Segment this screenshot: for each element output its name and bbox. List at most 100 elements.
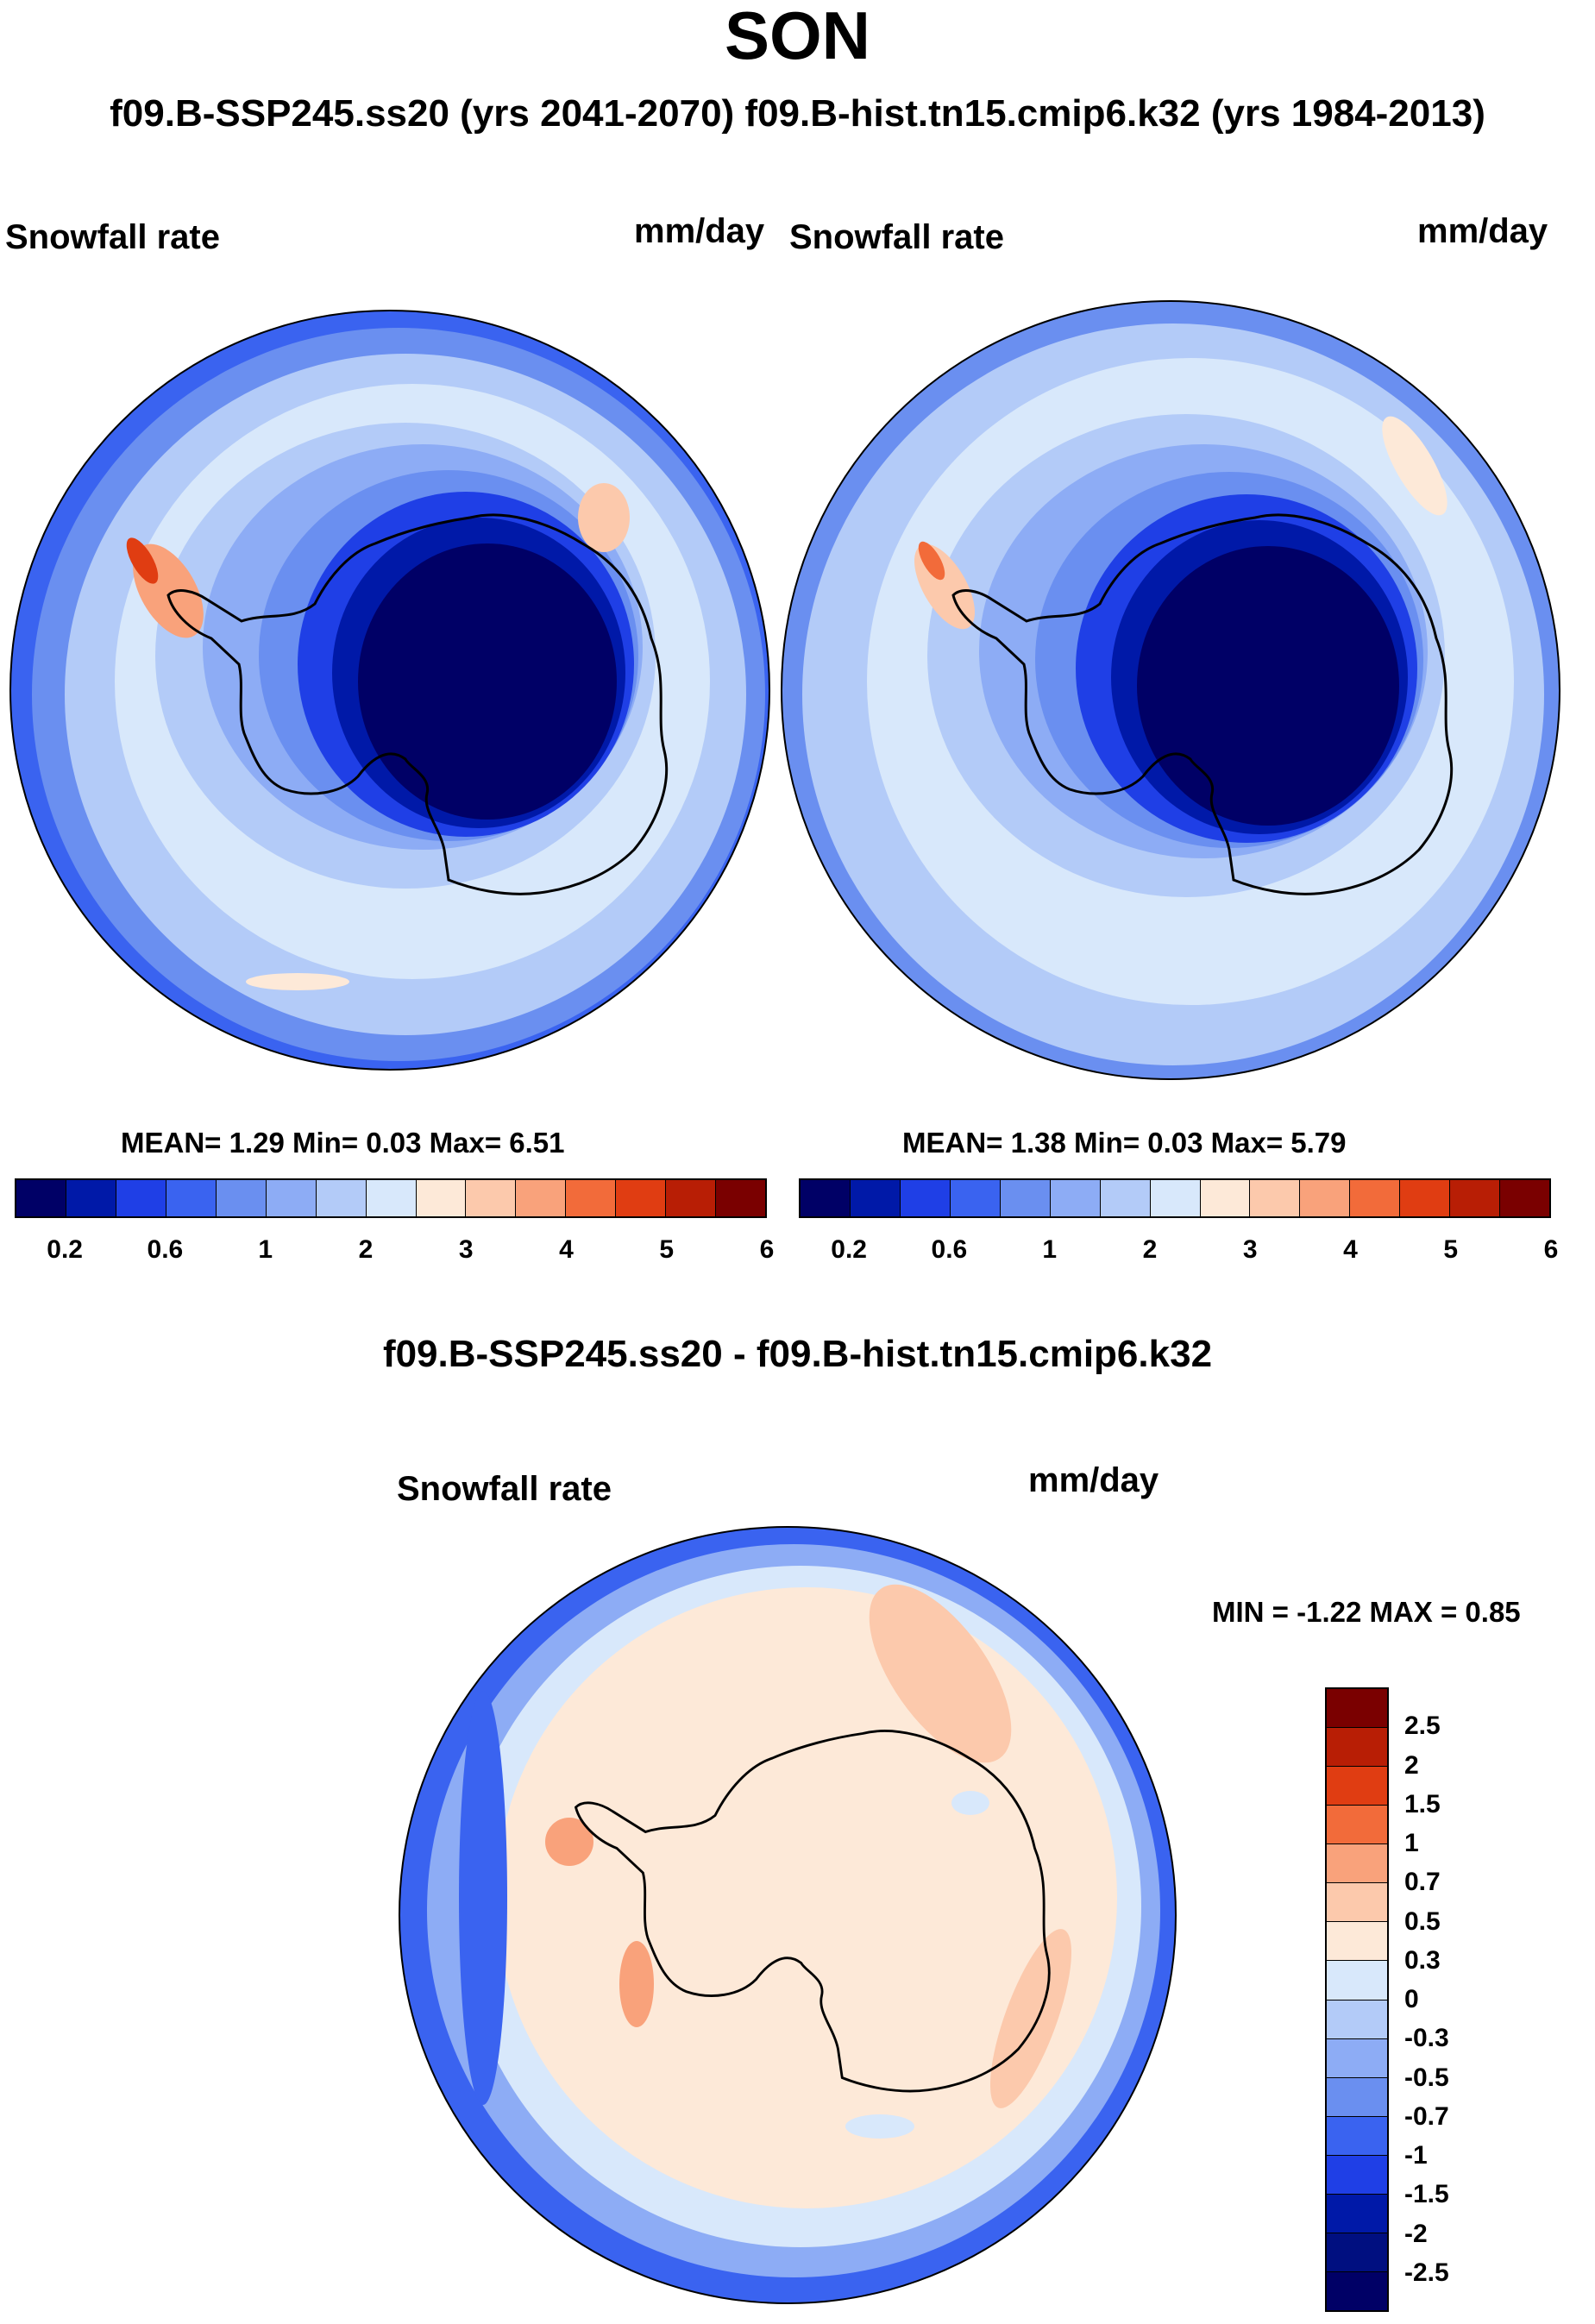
- difference-colorbar-tick-label: -1.5: [1404, 2180, 1449, 2209]
- left-colorbar-tick-label: 6: [759, 1235, 775, 1264]
- left-colorbar-tick-label: 2: [358, 1235, 374, 1264]
- right-colorbar-box: [1250, 1180, 1301, 1216]
- difference-colorbar-tick-label: 0: [1404, 1985, 1419, 2013]
- difference-colorbar-box: [1327, 1883, 1387, 1923]
- left-units-label: mm/day: [634, 212, 765, 250]
- difference-colorbar-box: [1327, 2271, 1387, 2310]
- left-colorbar-box: [416, 1180, 467, 1216]
- right-colorbar: [799, 1178, 1551, 1218]
- right-colorbar-box: [1350, 1180, 1401, 1216]
- left-colorbar-box: [666, 1180, 717, 1216]
- difference-colorbar: [1325, 1687, 1389, 2312]
- difference-polar-map: [399, 1527, 1176, 2303]
- right-colorbar-tick-label: 2: [1142, 1235, 1158, 1264]
- right-units-label: mm/day: [1417, 212, 1548, 250]
- main-title: SON: [724, 0, 871, 73]
- difference-colorbar-box: [1327, 1961, 1387, 2001]
- difference-colorbar-tick-label: 2: [1404, 1750, 1419, 1780]
- left-colorbar-box: [16, 1180, 66, 1216]
- left-colorbar-box: [316, 1180, 367, 1216]
- difference-colorbar-box: [1327, 2116, 1387, 2156]
- right-colorbar-box: [1050, 1180, 1101, 1216]
- difference-colorbar-tick-label: 2.5: [1404, 1712, 1441, 1741]
- right-colorbar-box: [1150, 1180, 1201, 1216]
- right-colorbar-tick-label: 5: [1443, 1235, 1459, 1264]
- left-colorbar-box: [66, 1180, 116, 1216]
- right-colorbar-box: [1000, 1180, 1051, 1216]
- left-colorbar-box: [516, 1180, 567, 1216]
- difference-colorbar-box: [1327, 2155, 1387, 2195]
- right-colorbar-box: [1400, 1180, 1451, 1216]
- difference-colorbar-tick-label: -2: [1404, 2219, 1428, 2248]
- right-polar-map: [782, 301, 1560, 1079]
- difference-colorbar-tick-label: 0.3: [1404, 1945, 1441, 1975]
- left-stats: MEAN= 1.29 Min= 0.03 Max= 6.51: [121, 1127, 565, 1159]
- difference-colorbar-tick-label: 1.5: [1404, 1789, 1441, 1818]
- difference-colorbar-tick-label: -2.5: [1404, 2258, 1449, 2287]
- left-colorbar-box: [216, 1180, 267, 1216]
- left-colorbar-box: [466, 1180, 517, 1216]
- left-colorbar-box: [266, 1180, 317, 1216]
- difference-colorbar-box: [1327, 1689, 1387, 1729]
- left-colorbar-tick-label: 4: [559, 1235, 574, 1264]
- left-colorbar-box: [166, 1180, 217, 1216]
- left-colorbar-tick-label: 0.2: [47, 1235, 83, 1264]
- right-colorbar-box: [1300, 1180, 1351, 1216]
- difference-title: f09.B-SSP245.ss20 - f09.B-hist.tn15.cmip…: [382, 1333, 1213, 1375]
- difference-colorbar-box: [1327, 1728, 1387, 1768]
- right-colorbar-box: [801, 1180, 851, 1216]
- left-colorbar-tick-label: 1: [258, 1235, 273, 1264]
- left-colorbar-box: [716, 1180, 766, 1216]
- right-colorbar-box: [1500, 1180, 1550, 1216]
- difference-variable-label: Snowfall rate: [397, 1470, 612, 1508]
- right-variable-label: Snowfall rate: [789, 218, 1004, 256]
- difference-colorbar-box: [1327, 1767, 1387, 1806]
- left-variable-label: Snowfall rate: [5, 218, 220, 256]
- right-colorbar-tick-label: 1: [1042, 1235, 1057, 1264]
- left-colorbar-tick-label: 5: [659, 1235, 675, 1264]
- right-colorbar-tick-label: 4: [1343, 1235, 1358, 1264]
- difference-colorbar-tick-label: -0.5: [1404, 2063, 1449, 2092]
- difference-colorbar-box: [1327, 2194, 1387, 2233]
- difference-stats: MIN = -1.22 MAX = 0.85: [1212, 1596, 1521, 1628]
- right-colorbar-tick-label: 0.6: [931, 1235, 968, 1264]
- difference-colorbar-tick-label: 0.5: [1404, 1906, 1441, 1936]
- difference-units-label: mm/day: [1028, 1461, 1159, 1499]
- difference-colorbar-tick-label: -0.7: [1404, 2101, 1449, 2131]
- left-colorbar-box: [566, 1180, 617, 1216]
- difference-colorbar-box: [1327, 2038, 1387, 2078]
- right-colorbar-box: [900, 1180, 951, 1216]
- right-stats: MEAN= 1.38 Min= 0.03 Max= 5.79: [902, 1127, 1347, 1159]
- right-colorbar-box: [950, 1180, 1001, 1216]
- difference-colorbar-ticks: 2.5 2 1.5 1 0.7 0.5 0.3 0 -0.3 -0.5 -0.7 -1 -1.5 -2 -2…: [1404, 1687, 1482, 2312]
- difference-map-border: [399, 1526, 1177, 2304]
- right-colorbar-tick-label: 0.2: [831, 1235, 867, 1264]
- difference-colorbar-box: [1327, 1922, 1387, 1962]
- right-map-border: [781, 300, 1560, 1080]
- left-colorbar: [15, 1178, 767, 1218]
- left-colorbar-tick-label: 3: [458, 1235, 474, 1264]
- difference-colorbar-tick-label: 0.7: [1404, 1868, 1441, 1897]
- difference-colorbar-tick-label: -0.3: [1404, 2024, 1449, 2053]
- left-colorbar-box: [366, 1180, 417, 1216]
- right-colorbar-box: [850, 1180, 901, 1216]
- subtitle: f09.B-SSP245.ss20 (yrs 2041-2070) f09.B-…: [110, 92, 1485, 135]
- difference-colorbar-box: [1327, 2233, 1387, 2272]
- difference-colorbar-box: [1327, 1844, 1387, 1884]
- right-colorbar-box: [1450, 1180, 1501, 1216]
- right-colorbar-tick-label: 6: [1543, 1235, 1559, 1264]
- difference-colorbar-box: [1327, 2000, 1387, 2039]
- difference-colorbar-tick-label: 1: [1404, 1829, 1419, 1857]
- right-colorbar-box: [1100, 1180, 1151, 1216]
- right-colorbar-ticks: 0.2 0.6 1 2 3 4 5 6: [799, 1235, 1558, 1272]
- left-colorbar-box: [616, 1180, 667, 1216]
- right-colorbar-box: [1200, 1180, 1251, 1216]
- difference-colorbar-tick-label: -1: [1404, 2141, 1428, 2170]
- left-colorbar-box: [116, 1180, 166, 1216]
- right-colorbar-tick-label: 3: [1242, 1235, 1258, 1264]
- left-colorbar-tick-label: 0.6: [147, 1235, 184, 1264]
- left-colorbar-ticks: 0.2 0.6 1 2 3 4 5 6: [15, 1235, 774, 1272]
- difference-colorbar-box: [1327, 1806, 1387, 1845]
- left-map-border: [9, 310, 770, 1071]
